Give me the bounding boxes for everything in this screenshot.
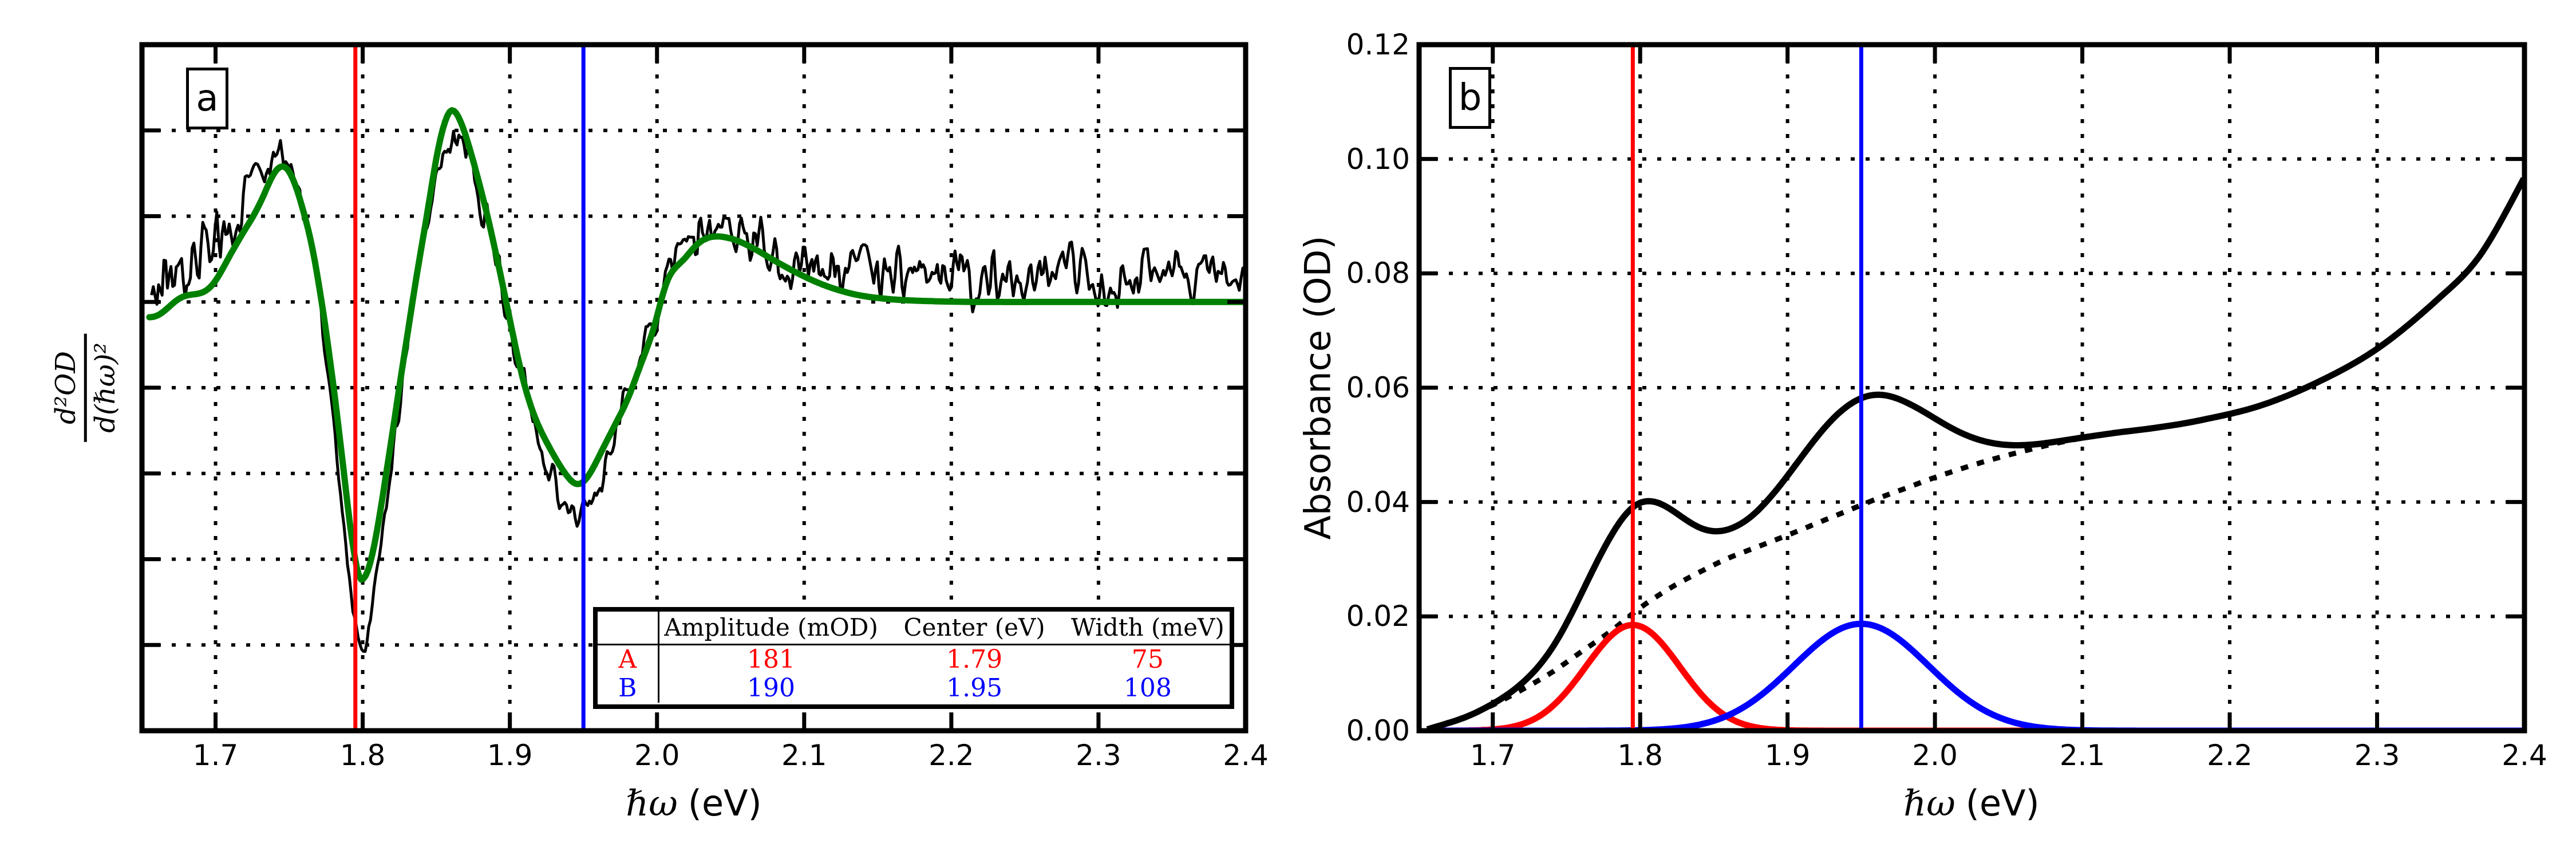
fit-parameters-table: Amplitude (mOD) Center (eV) Width (meV) A 18… bbox=[593, 607, 1234, 709]
panel-a-xtick-2.3: 2.3 bbox=[1076, 739, 1121, 772]
panel-a-yaxis-title: d²OD d(ℏω)² bbox=[49, 333, 121, 442]
panel-b-ytick-0.00: 0.00 bbox=[1346, 714, 1410, 747]
table-cell-B-label: B bbox=[598, 674, 659, 703]
fraction-denominator: d(ℏω)² bbox=[84, 333, 121, 442]
baseline-curve bbox=[1426, 177, 2524, 731]
panel-b-ytick-0.08: 0.08 bbox=[1346, 257, 1410, 290]
table-header-Center (eV): Center (eV) bbox=[883, 612, 1066, 645]
panel-a-xtick-1.7: 1.7 bbox=[192, 739, 239, 772]
panel-b-gridlines bbox=[1419, 45, 2524, 731]
panel-a-xtick-2.1: 2.1 bbox=[781, 739, 827, 772]
panel-b-xtick-1.7: 1.7 bbox=[1469, 739, 1516, 772]
panel-a-xtick-1.8: 1.8 bbox=[339, 739, 386, 772]
panel-b-xaxis-title: ℏω (eV) bbox=[1903, 782, 2039, 824]
panel-b-xtick-2.1: 2.1 bbox=[2059, 739, 2105, 772]
panel-b-ytick-0.04: 0.04 bbox=[1346, 485, 1410, 519]
panel-b-plot bbox=[1416, 42, 2527, 734]
table-cell-A-width: 75 bbox=[1131, 645, 1164, 674]
table-cell-A-label: A bbox=[598, 645, 659, 674]
table-cell-B-center: 1.95 bbox=[946, 673, 1003, 703]
table-cell-A-center: 1.79 bbox=[946, 645, 1003, 674]
panel-b-ticks bbox=[1419, 45, 2527, 731]
panel-b-ytick-0.12: 0.12 bbox=[1346, 28, 1410, 61]
table-header-Width (meV): Width (meV) bbox=[1065, 612, 1230, 645]
panel-a-xtick-1.9: 1.9 bbox=[487, 739, 533, 772]
panel-a-xtick-2.2: 2.2 bbox=[929, 739, 974, 772]
panel-b-xtick-2.4: 2.4 bbox=[2502, 739, 2547, 772]
derivative-fraction: d²OD d(ℏω)² bbox=[49, 333, 121, 442]
panel-b-xtick-2.0: 2.0 bbox=[1912, 739, 1958, 772]
peak-B-gaussian-curve bbox=[1427, 620, 2524, 731]
hbar-omega-symbol: ℏω bbox=[1903, 782, 1955, 824]
panel-b-xtick-2.3: 2.3 bbox=[2354, 739, 2400, 772]
fraction-numerator: d²OD bbox=[49, 351, 82, 424]
panel-a-xtick-2.0: 2.0 bbox=[634, 739, 680, 772]
table-header-row: Amplitude (mOD) Center (eV) Width (meV) bbox=[598, 612, 1230, 645]
ev-units-label: (eV) bbox=[1965, 782, 2040, 824]
table-cell-A-amplitude: 181 bbox=[747, 645, 796, 674]
hbar-omega-symbol: ℏω bbox=[626, 782, 678, 824]
peak-A-gaussian-curve bbox=[1427, 621, 2524, 731]
panel-a-xtick-2.4: 2.4 bbox=[1223, 739, 1269, 772]
panel-b-ytick-0.06: 0.06 bbox=[1346, 371, 1410, 404]
table-header-row-label bbox=[598, 612, 659, 645]
total-absorbance-curve bbox=[1426, 177, 2524, 731]
panel-a-xaxis-title: ℏω (eV) bbox=[626, 782, 761, 824]
panel-a-ticks bbox=[142, 45, 1248, 731]
second-derivative-data-curve bbox=[150, 129, 1246, 653]
table-row-B: B 190 1.95 108 bbox=[598, 674, 1230, 703]
panel-b-xtick-1.8: 1.8 bbox=[1617, 739, 1663, 772]
table-header-Amplitude (mOD): Amplitude (mOD) bbox=[659, 612, 883, 645]
panel-b-ytick-0.10: 0.10 bbox=[1346, 142, 1410, 176]
second-derivative-fit-curve bbox=[146, 107, 1246, 583]
panel-b-ytick-0.02: 0.02 bbox=[1346, 600, 1410, 633]
panel-b-xtick-1.9: 1.9 bbox=[1764, 739, 1811, 772]
ev-units-label: (eV) bbox=[688, 782, 762, 824]
table-row-A: A 181 1.79 75 bbox=[598, 645, 1230, 674]
panel-b-xtick-2.2: 2.2 bbox=[2207, 739, 2253, 772]
table-cell-B-width: 108 bbox=[1123, 673, 1172, 703]
panel-a-label: a bbox=[186, 68, 228, 129]
table-cell-B-amplitude: 190 bbox=[747, 673, 796, 703]
panel-b-label: b bbox=[1449, 67, 1491, 129]
